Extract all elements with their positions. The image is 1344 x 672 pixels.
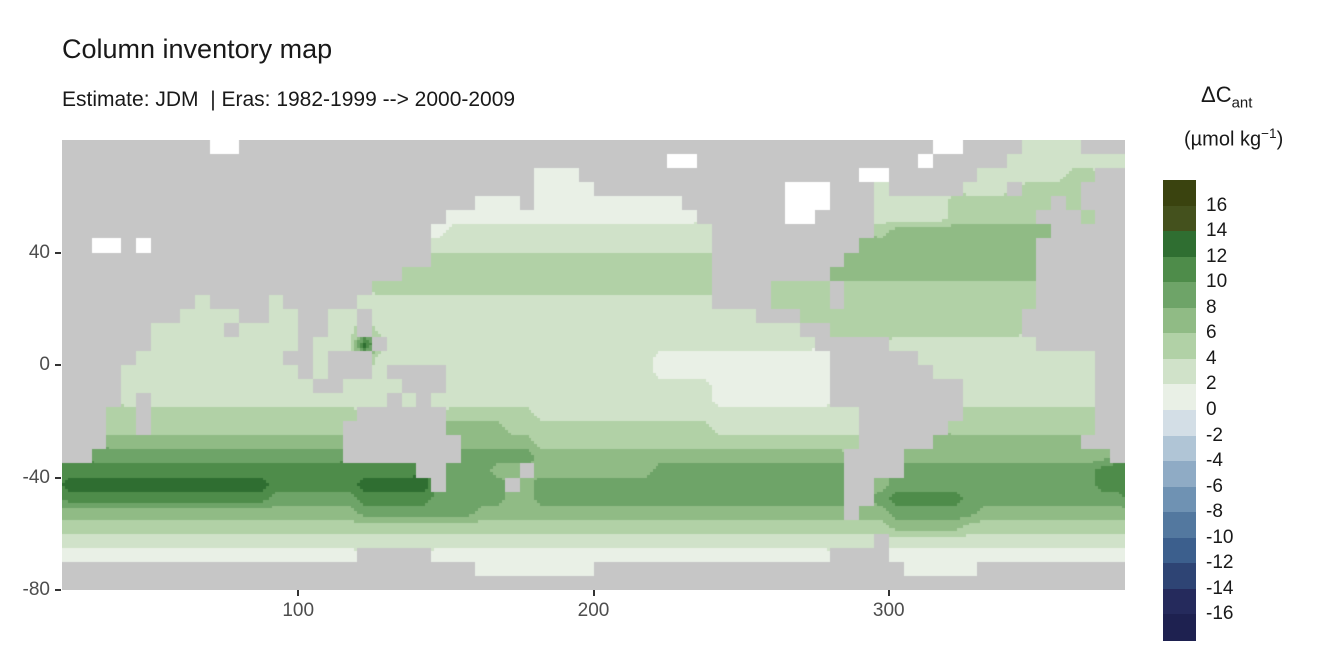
legend-units: (µmol kg−1) bbox=[1184, 126, 1283, 152]
colorbar-segment bbox=[1163, 410, 1196, 437]
colorbar-segment bbox=[1163, 282, 1196, 309]
legend-tick-label: -6 bbox=[1206, 475, 1223, 497]
colorbar-segment bbox=[1163, 512, 1196, 539]
colorbar-segment bbox=[1163, 384, 1196, 411]
colorbar-segment bbox=[1163, 205, 1196, 232]
colorbar-segment bbox=[1163, 461, 1196, 488]
colorbar-segment bbox=[1163, 614, 1196, 641]
map-canvas bbox=[62, 140, 1125, 590]
x-tick-label: 100 bbox=[282, 600, 315, 621]
x-tick-mark bbox=[887, 590, 890, 596]
legend-tick-label: -16 bbox=[1206, 603, 1234, 625]
y-tick-label: -80 bbox=[22, 579, 50, 600]
legend-colorbar bbox=[1163, 180, 1196, 641]
x-tick-label: 300 bbox=[872, 600, 905, 621]
legend-units-close: ) bbox=[1276, 128, 1284, 151]
legend-tick-label: 14 bbox=[1206, 220, 1228, 242]
legend-units-superscript: −1 bbox=[1261, 126, 1277, 141]
y-tick-mark bbox=[55, 589, 61, 591]
legend-units-text: (µmol kg bbox=[1184, 128, 1262, 151]
y-tick-label: -40 bbox=[22, 466, 50, 488]
colorbar-segment bbox=[1163, 231, 1196, 258]
y-tick-mark bbox=[55, 476, 61, 479]
legend-tick-label: 8 bbox=[1206, 296, 1217, 318]
x-tick-mark bbox=[592, 590, 595, 596]
legend-title-text: ΔC bbox=[1201, 82, 1232, 107]
legend-tick-label: 16 bbox=[1206, 194, 1228, 216]
colorbar-segment bbox=[1163, 563, 1196, 590]
chart-subtitle: Estimate: JDM | Eras: 1982-1999 --> 2000… bbox=[62, 88, 516, 111]
y-tick-mark bbox=[55, 251, 61, 254]
colorbar-segment bbox=[1163, 256, 1196, 283]
x-tick-label: 200 bbox=[577, 600, 610, 621]
legend-tick-label: 4 bbox=[1206, 347, 1217, 369]
y-tick-label: 0 bbox=[39, 354, 50, 375]
legend-tick-label: -8 bbox=[1206, 501, 1223, 523]
y-tick-mark bbox=[55, 364, 61, 366]
colorbar-segment bbox=[1163, 435, 1196, 462]
x-tick-mark bbox=[297, 590, 300, 596]
colorbar-segment bbox=[1163, 537, 1196, 565]
legend-tick-label: -4 bbox=[1206, 450, 1223, 472]
legend-tick-label: 2 bbox=[1206, 373, 1217, 395]
legend-tick-label: 12 bbox=[1206, 245, 1228, 267]
colorbar-segment bbox=[1163, 486, 1196, 513]
map-panel bbox=[62, 140, 1125, 590]
colorbar-segment bbox=[1163, 588, 1196, 616]
colorbar-segment bbox=[1163, 307, 1196, 335]
colorbar-segment bbox=[1163, 333, 1196, 360]
legend-tick-label: -2 bbox=[1206, 424, 1223, 446]
legend-title-subscript: ant bbox=[1231, 94, 1253, 112]
page-title: Column inventory map bbox=[62, 34, 333, 64]
colorbar-segment bbox=[1163, 180, 1196, 207]
legend-title: ΔCant bbox=[1201, 82, 1252, 111]
legend-tick-label: 10 bbox=[1206, 271, 1228, 293]
legend-tick-label: -14 bbox=[1206, 577, 1234, 599]
legend-tick-label: 0 bbox=[1206, 399, 1217, 420]
legend-tick-label: -12 bbox=[1206, 552, 1234, 574]
legend-tick-label: 6 bbox=[1206, 322, 1217, 344]
colorbar-segment bbox=[1163, 358, 1196, 386]
legend-tick-label: -10 bbox=[1206, 526, 1234, 548]
y-tick-label: 40 bbox=[28, 241, 50, 263]
